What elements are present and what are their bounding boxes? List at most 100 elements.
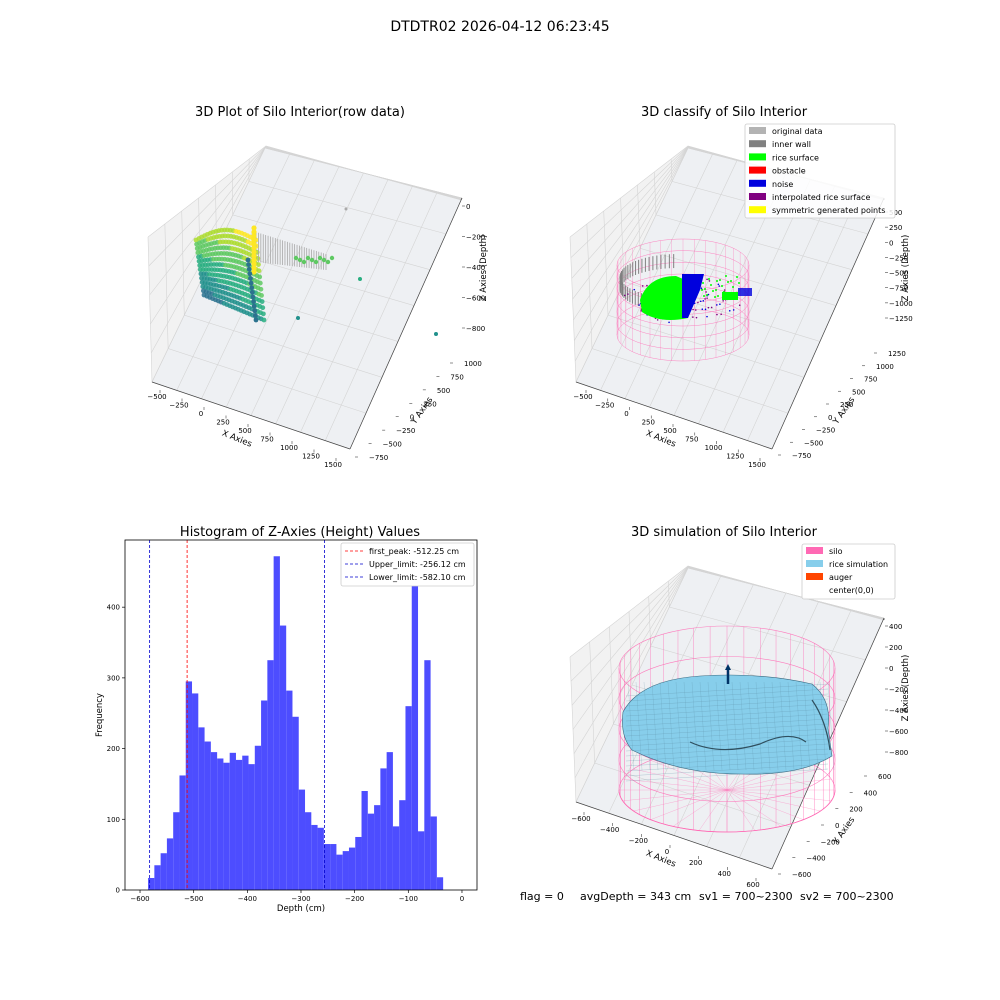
- rice-surface-point: [701, 289, 703, 291]
- histogram-bar: [323, 844, 331, 890]
- histogram-x-tick-label: −500: [184, 895, 203, 903]
- noise-point: [700, 287, 703, 289]
- rice-mesh-line: [747, 681, 755, 771]
- simulation-legend-label: silo: [829, 547, 843, 556]
- raw-3d-y-label: Y Axies: [409, 395, 436, 427]
- rice-surface-point: [717, 295, 719, 297]
- noise-point: [656, 319, 659, 321]
- classify-3d-y-tick-label: −250: [816, 427, 835, 435]
- simulation-3d-x-tick-label: 400: [718, 870, 731, 878]
- rice-surface-point: [716, 280, 718, 282]
- raw-3d-x-tick-label: 500: [238, 427, 251, 435]
- classify-legend: original data inner wall rice surface obsta…: [744, 123, 896, 219]
- noise-point: [720, 313, 722, 316]
- footer-sv1: sv1 = 700~2300: [699, 890, 793, 903]
- raw-point: [297, 257, 303, 263]
- raw-point: [251, 237, 257, 243]
- simulation-3d-z-tick-label: −600: [889, 728, 908, 736]
- raw-3d-z-tick-label: −800: [466, 325, 485, 333]
- simulation-legend: silo rice simulation auger center(0,0): [801, 543, 896, 600]
- classify-3d-z-ticks: −1250 −1000 −750 −500 −250 0 250 500: [885, 209, 913, 323]
- histogram-bar: [198, 727, 205, 890]
- noise-point: [699, 300, 702, 303]
- classify-legend-frame: [744, 123, 896, 219]
- raw-point: [251, 241, 257, 247]
- noise-point: [710, 306, 713, 309]
- raw-3d-x-ticks: −500−250 0 250 500 750 1000 1250 1500: [147, 390, 342, 469]
- raw-point: [358, 277, 362, 281]
- raw-point: [251, 257, 257, 263]
- histogram-y-label: Frequency: [95, 693, 105, 737]
- classify-3d-x-tick-label: 1500: [748, 461, 766, 469]
- simulation-3d-y-tick-label: 600: [878, 773, 891, 781]
- histogram-vlines: [149, 540, 325, 890]
- raw-point: [296, 316, 300, 320]
- silo-floor-spoke: [633, 768, 728, 791]
- classify-3d-x-tick-label: 0: [624, 410, 628, 418]
- raw-3d-x-tick-label: 0: [199, 410, 203, 418]
- histogram-bar: [336, 854, 343, 890]
- rice-mesh-line: [625, 768, 829, 782]
- rice-mesh-line: [625, 683, 829, 697]
- x-axis-line: [151, 381, 351, 450]
- raw-3d-z-tick-label: 0: [466, 203, 470, 211]
- simulation-3d-x-label: X Axies: [644, 849, 677, 870]
- noise-point: [719, 303, 721, 306]
- silo-floor-spoke: [726, 789, 832, 802]
- panel-simulation-3d: 3D simulation of Silo Interior −600−400−…: [569, 525, 911, 889]
- rice-surface-point: [725, 275, 727, 277]
- simulation-legend-label: center(0,0): [829, 586, 874, 595]
- classify-3d-z-tick-label: −750: [889, 285, 908, 293]
- histogram-bar: [229, 752, 236, 890]
- classify-legend-label: interpolated rice surface: [772, 193, 870, 202]
- histogram-bar: [235, 759, 243, 890]
- raw-point: [313, 259, 319, 265]
- silo-floor-spoke: [726, 789, 821, 812]
- raw-3d-points: [193, 207, 438, 336]
- silo-floor-spoke: [726, 789, 756, 831]
- classify-legend-label: noise: [772, 180, 793, 189]
- raw-3d-y-tick-label: 1000: [464, 360, 482, 368]
- rice-mesh-line: [787, 681, 795, 771]
- raw-3d-z-tick-label: −200: [466, 234, 485, 242]
- classify-3d-x-tick-label: 750: [685, 436, 698, 444]
- raw-point: [325, 259, 331, 265]
- noise-point: [638, 304, 640, 306]
- noise-cluster: [682, 274, 704, 318]
- rice-mesh-line: [625, 763, 829, 777]
- figure-suptitle: DTDTR02 2026-04-12 06:23:45: [390, 19, 609, 35]
- noise-point: [702, 300, 705, 302]
- silo-floor-spoke: [726, 778, 832, 791]
- rice-mesh-line: [625, 738, 829, 752]
- classify-legend-swatch: [749, 127, 766, 134]
- classify-3d-z-label: Z Axies (Depth): [901, 235, 911, 302]
- raw-3d-y-tick-label: 750: [450, 373, 463, 381]
- histogram-bar: [179, 775, 186, 890]
- simulation-3d-x-tick-label: −400: [600, 826, 619, 834]
- histogram-bar: [279, 625, 287, 890]
- classify-3d-x-tick-label: 500: [663, 427, 676, 435]
- simulation-3d-x-tick-label: −200: [629, 837, 648, 845]
- histogram-bar: [292, 716, 299, 890]
- histogram-bar: [192, 693, 199, 890]
- raw-3d-z-tick-label: −600: [466, 295, 485, 303]
- simulation-3d-x-tick-label: 600: [746, 881, 759, 889]
- histogram-x-tick-label: −200: [345, 895, 364, 903]
- rice-surface-point: [704, 288, 706, 290]
- simulation-3d-y-tick-label: 400: [864, 789, 877, 797]
- noise-point: [706, 278, 708, 281]
- noise-point: [738, 304, 741, 307]
- noise-point: [646, 284, 648, 287]
- rice-surface-point: [708, 278, 710, 280]
- noise-point: [641, 285, 644, 287]
- raw-point: [256, 268, 262, 274]
- y-axis-line: [349, 197, 463, 450]
- histogram-x-tick-label: −400: [238, 895, 257, 903]
- histogram-legend-frame: [340, 542, 475, 587]
- rice-mesh-line: [625, 723, 829, 737]
- raw-point: [251, 269, 257, 275]
- noise-point: [717, 283, 720, 286]
- classify-3d-x-tick-label: −250: [595, 402, 614, 410]
- simulation-3d-y-tick-label: −600: [792, 871, 811, 879]
